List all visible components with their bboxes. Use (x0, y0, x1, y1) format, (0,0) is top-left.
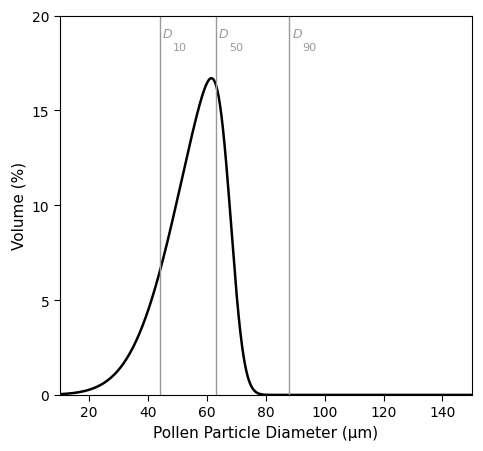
Text: 50: 50 (229, 43, 243, 53)
Text: 10: 10 (173, 43, 187, 53)
Text: D: D (292, 28, 302, 41)
Text: D: D (163, 28, 172, 41)
X-axis label: Pollen Particle Diameter (μm): Pollen Particle Diameter (μm) (153, 425, 378, 440)
Text: 90: 90 (303, 43, 317, 53)
Text: D: D (219, 28, 228, 41)
Y-axis label: Volume (%): Volume (%) (11, 162, 26, 250)
